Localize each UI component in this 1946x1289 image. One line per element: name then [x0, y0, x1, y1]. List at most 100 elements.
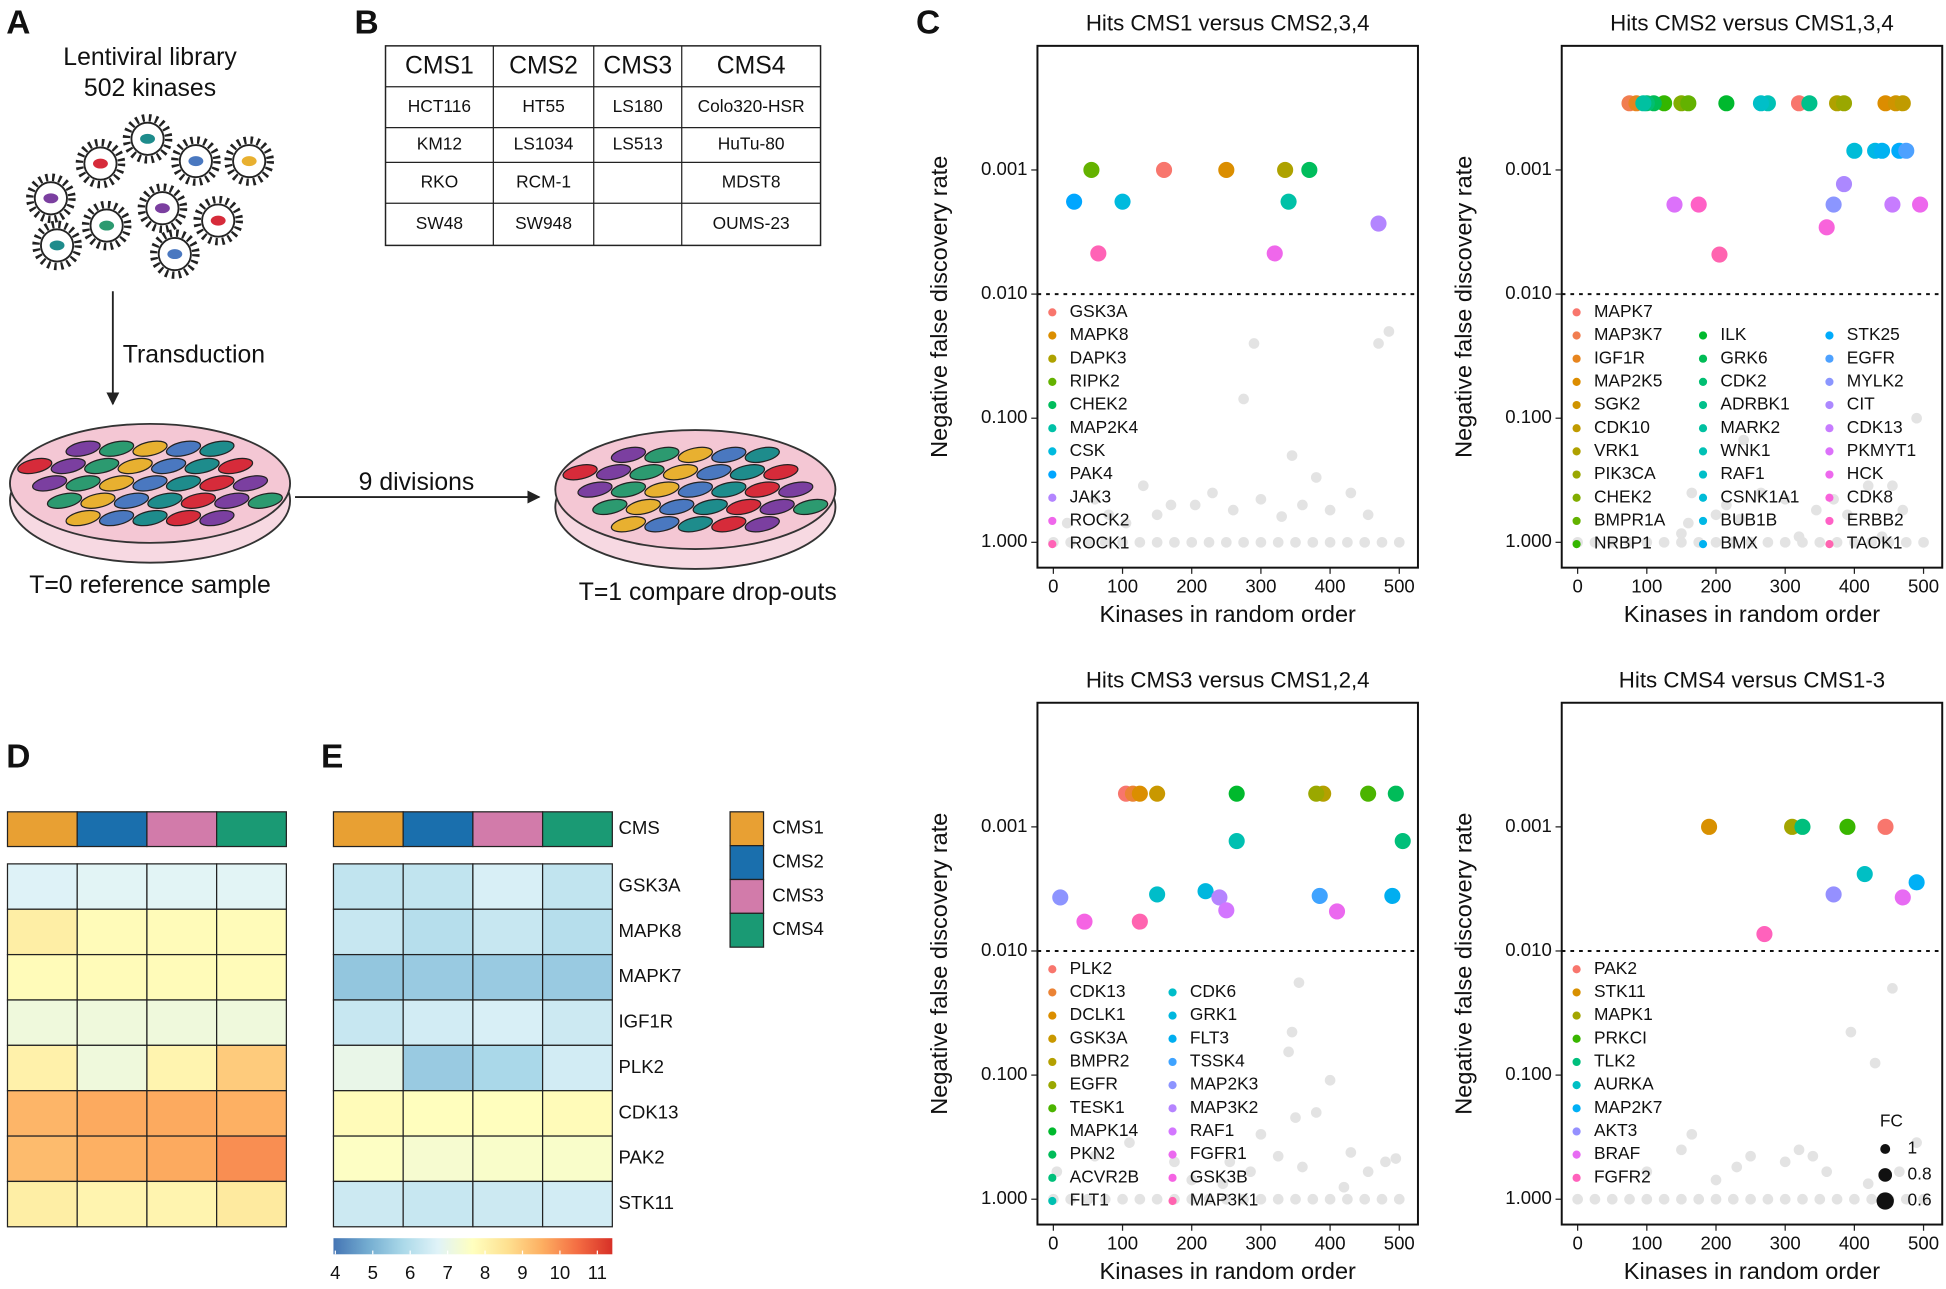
cell — [132, 475, 168, 492]
background-point — [1342, 1193, 1353, 1205]
background-point — [1290, 1112, 1301, 1123]
heatmap-cell — [76, 908, 148, 956]
heatmap-cell — [216, 863, 287, 910]
heatmap-cell — [332, 1044, 404, 1092]
legend-swatch — [1572, 1104, 1581, 1113]
background-point — [1383, 326, 1395, 337]
legend-swatch — [1048, 1104, 1057, 1113]
background-point — [1203, 1193, 1215, 1205]
heatmap-cell — [146, 863, 218, 910]
heatmap-cell — [76, 863, 148, 910]
cell — [98, 509, 135, 527]
heatmap-cell — [6, 1180, 78, 1228]
background-point — [1310, 1107, 1322, 1118]
background-point — [1286, 450, 1298, 461]
hit-point — [1218, 902, 1235, 919]
cell — [711, 481, 747, 498]
table-cell: RCM-1 — [516, 171, 571, 191]
heatmap-cell — [216, 1180, 287, 1228]
legend-swatch — [1048, 377, 1057, 386]
cell — [31, 475, 68, 492]
background-point — [1738, 434, 1750, 446]
background-point — [1810, 504, 1822, 516]
background-point — [1894, 1166, 1905, 1178]
background-point — [1797, 536, 1808, 548]
heatmap-cell — [6, 1135, 78, 1183]
cell — [629, 464, 665, 481]
background-point — [1307, 1193, 1319, 1205]
y-tick-label: 0.001 — [1505, 815, 1552, 836]
legend-swatch — [1572, 540, 1581, 549]
cell — [662, 464, 699, 481]
hit-point — [1884, 196, 1901, 213]
cms-header-cell — [541, 811, 613, 848]
hit-point — [1311, 887, 1328, 904]
heatmap-cell — [216, 953, 287, 1001]
background-point — [1376, 536, 1388, 548]
legend-label: ERBB2 — [1847, 510, 1904, 530]
heatmap-cell — [216, 1044, 287, 1092]
legend-swatch — [729, 811, 765, 847]
cms-header-cell — [6, 811, 78, 848]
legend-label: CDK10 — [1594, 417, 1650, 437]
legend-swatch — [1825, 493, 1834, 502]
cell — [17, 457, 53, 475]
legend-swatch — [1048, 540, 1057, 549]
background-point — [1238, 536, 1249, 548]
background-point — [1089, 493, 1101, 505]
hit-point — [1266, 245, 1283, 262]
heatmap-cell — [6, 908, 78, 956]
legend-label: AURKA — [1594, 1074, 1654, 1094]
legend-label: MAP3K2 — [1190, 1097, 1258, 1117]
virus-payload — [241, 156, 257, 167]
legend-swatch — [1168, 1196, 1177, 1206]
legend-label: HCK — [1847, 463, 1884, 483]
background-point — [1169, 536, 1180, 548]
y-tick-label: 0.001 — [981, 815, 1028, 836]
legend-label: TAOK1 — [1847, 533, 1903, 553]
hit-point — [1308, 785, 1325, 802]
background-point — [1324, 1193, 1336, 1205]
heatmap-cell — [402, 1180, 474, 1228]
table-cell: HuTu-80 — [718, 134, 785, 154]
row-label: PAK2 — [619, 1147, 665, 1168]
virus-payload — [154, 203, 170, 214]
legend-swatch — [1048, 1127, 1057, 1136]
hit-point — [1155, 161, 1173, 179]
background-point — [1151, 536, 1163, 548]
background-point — [1911, 1137, 1922, 1148]
heatmap-cell — [76, 1180, 148, 1228]
background-point — [1203, 536, 1215, 548]
virus-payload — [43, 193, 59, 204]
legend-label: CDK13 — [1847, 417, 1903, 437]
legend-label: ADRBK1 — [1720, 394, 1789, 414]
background-point — [1779, 1156, 1791, 1168]
background-point — [1117, 536, 1128, 548]
x-tick-label: 300 — [1770, 575, 1801, 596]
background-point — [1779, 1193, 1791, 1205]
background-point — [1797, 1193, 1808, 1205]
background-point — [1762, 536, 1774, 548]
background-point — [1779, 536, 1791, 548]
hit-point — [1752, 95, 1770, 112]
legend-label: RIPK2 — [1070, 370, 1120, 390]
y-axis-label: Negative false discovery rate — [926, 156, 952, 458]
cell — [46, 492, 83, 509]
background-point — [1676, 536, 1687, 548]
hit-point — [1690, 196, 1707, 213]
legend-label: PAK2 — [1594, 958, 1637, 978]
background-point — [1589, 536, 1601, 548]
heatmap-cell — [332, 1090, 404, 1137]
virus-payload — [99, 220, 115, 231]
background-point — [1887, 983, 1898, 994]
y-tick-label: 1.000 — [1505, 530, 1552, 551]
heatmap-cell — [541, 1135, 613, 1183]
legend-label: MYLK2 — [1847, 370, 1904, 390]
background-point — [1710, 1174, 1722, 1186]
background-point — [1151, 1193, 1163, 1205]
legend-label: CIT — [1847, 394, 1875, 414]
cell — [84, 457, 120, 475]
x-tick-label: 0 — [1048, 1232, 1058, 1253]
cell — [610, 446, 647, 464]
background-point — [1272, 1150, 1284, 1162]
